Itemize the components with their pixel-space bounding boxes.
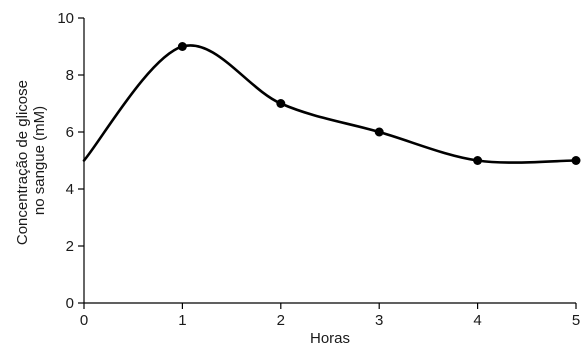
y-tick-label: 6 [66,124,74,141]
y-tick-label: 2 [66,238,74,255]
y-tick-label: 4 [66,181,74,198]
y-tick-label: 10 [57,10,74,27]
y-axis-label: Concentração de glicose no sangue (mM) [14,76,48,245]
x-tick-label: 1 [178,312,186,329]
data-point [276,99,286,108]
y-ticks: 0 2 4 6 8 10 [57,10,84,312]
x-axis-label: Horas [310,330,350,347]
series-line [82,44,578,164]
y-tick-label: 8 [66,67,74,84]
y-axis-label-line-1: Concentração de glicose [14,80,31,245]
x-tick-label: 4 [473,312,481,329]
series-layer [82,42,581,165]
x-tick-label: 0 [80,312,88,329]
x-tick-label: 3 [375,312,383,329]
data-point [473,156,483,165]
data-point [571,156,581,165]
data-point [177,42,187,51]
data-point [374,127,384,137]
axes [83,18,576,304]
y-axis-label-line-2: no sangue (mM) [31,106,48,215]
x-ticks: 0 1 2 3 4 5 [80,303,580,329]
y-tick-label: 0 [66,295,74,312]
x-tick-label: 5 [572,312,580,329]
x-tick-label: 2 [277,312,285,329]
